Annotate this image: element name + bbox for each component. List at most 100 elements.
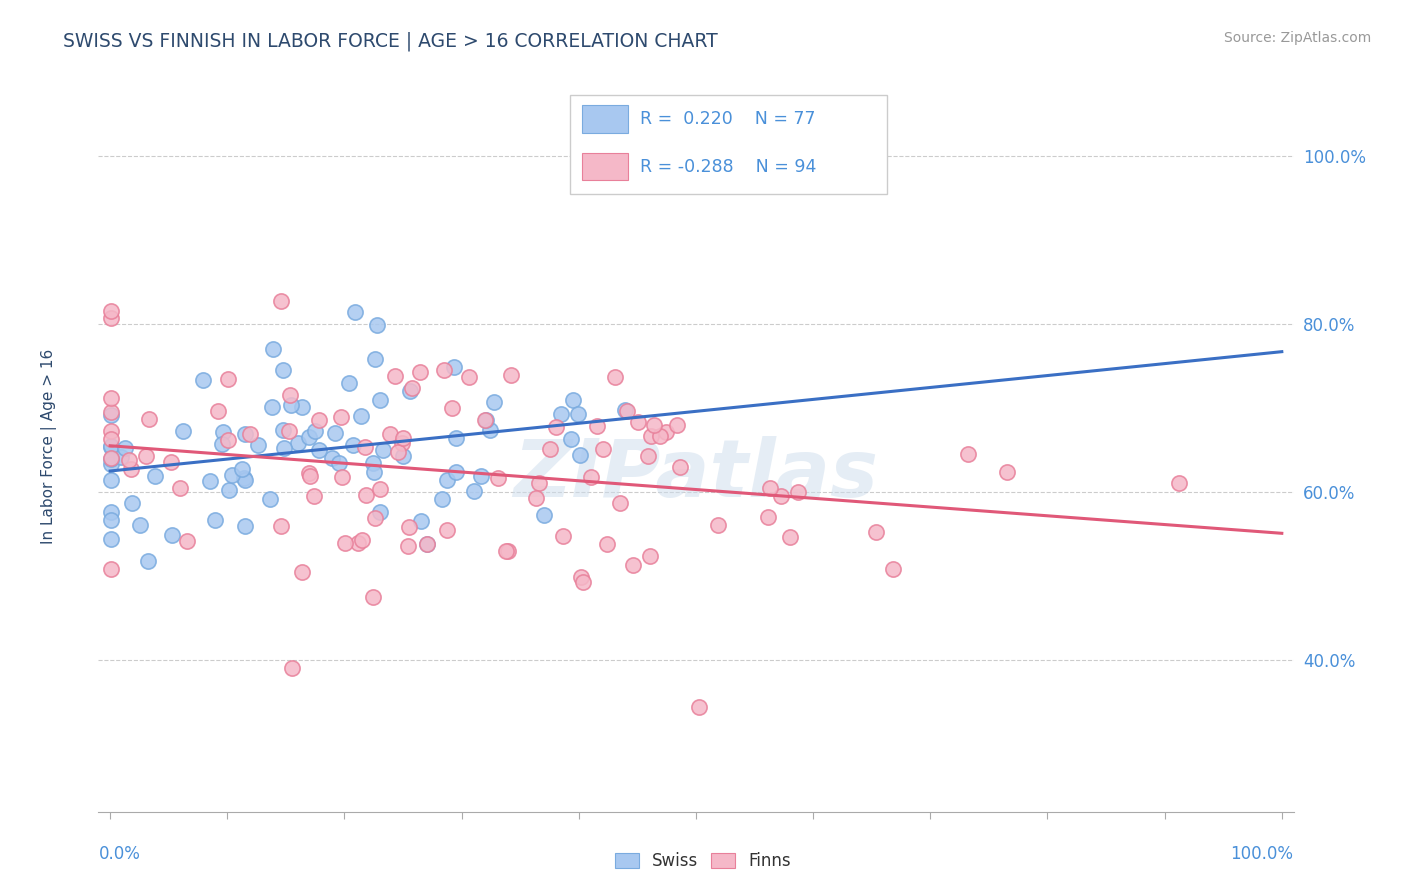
- Point: [347, 536, 370, 550]
- Point: [176, 533, 198, 548]
- Point: [707, 518, 730, 533]
- Point: [361, 456, 384, 470]
- Point: [392, 431, 415, 445]
- Text: SWISS VS FINNISH IN LABOR FORCE | AGE > 16 CORRELATION CHART: SWISS VS FINNISH IN LABOR FORCE | AGE > …: [63, 31, 718, 51]
- Point: [299, 469, 322, 483]
- Point: [440, 401, 463, 416]
- Point: [640, 429, 662, 443]
- Point: [470, 469, 492, 483]
- Point: [613, 403, 636, 417]
- Point: [337, 376, 360, 390]
- Point: [273, 442, 295, 456]
- Point: [643, 418, 665, 433]
- Point: [529, 476, 551, 491]
- Point: [278, 388, 301, 402]
- Point: [569, 448, 592, 462]
- Point: [371, 443, 394, 458]
- Point: [474, 413, 496, 427]
- Point: [364, 352, 387, 367]
- Point: [110, 450, 132, 465]
- Point: [384, 368, 406, 383]
- Point: [444, 466, 467, 480]
- Point: [688, 700, 710, 714]
- Point: [416, 537, 439, 551]
- Point: [246, 438, 269, 452]
- Point: [496, 544, 519, 558]
- Point: [882, 562, 904, 576]
- Point: [100, 513, 122, 527]
- Point: [415, 537, 437, 551]
- Point: [354, 440, 377, 454]
- Point: [756, 510, 779, 524]
- Point: [233, 427, 256, 442]
- Point: [430, 492, 453, 507]
- Text: 0.0%: 0.0%: [98, 845, 141, 863]
- Text: R =  0.220    N = 77: R = 0.220 N = 77: [640, 110, 815, 128]
- Point: [378, 426, 401, 441]
- Point: [298, 466, 321, 480]
- Point: [128, 517, 150, 532]
- Point: [544, 420, 567, 434]
- Point: [270, 519, 292, 533]
- Point: [118, 452, 141, 467]
- Text: Source: ZipAtlas.com: Source: ZipAtlas.com: [1223, 31, 1371, 45]
- Point: [344, 305, 367, 319]
- Point: [463, 484, 485, 499]
- Point: [114, 442, 136, 456]
- Point: [100, 505, 122, 519]
- Point: [198, 474, 221, 488]
- Point: [474, 413, 496, 427]
- Point: [616, 404, 638, 418]
- Point: [100, 439, 122, 453]
- Point: [138, 412, 160, 426]
- Point: [270, 293, 292, 308]
- Point: [211, 425, 233, 439]
- Point: [366, 318, 388, 332]
- Point: [560, 433, 582, 447]
- Point: [387, 445, 409, 459]
- Point: [281, 661, 304, 675]
- Point: [100, 391, 122, 405]
- Point: [779, 530, 801, 544]
- Point: [352, 533, 374, 547]
- Point: [100, 440, 122, 454]
- Point: [231, 462, 253, 476]
- Point: [291, 566, 314, 580]
- Point: [100, 408, 122, 422]
- Point: [399, 384, 422, 398]
- Point: [391, 436, 413, 450]
- Point: [398, 520, 420, 534]
- Point: [271, 363, 294, 377]
- Point: [627, 415, 650, 429]
- Point: [262, 342, 284, 356]
- Point: [100, 562, 122, 576]
- Point: [100, 457, 122, 471]
- Point: [562, 392, 585, 407]
- Point: [665, 417, 688, 432]
- Point: [592, 442, 614, 456]
- Point: [204, 513, 226, 527]
- Point: [260, 401, 283, 415]
- Point: [100, 432, 122, 446]
- Text: ZIPatlas: ZIPatlas: [513, 436, 879, 515]
- Point: [100, 532, 122, 546]
- Point: [571, 575, 593, 590]
- Point: [637, 449, 659, 463]
- Point: [100, 304, 122, 318]
- Point: [233, 471, 256, 485]
- Point: [787, 485, 810, 500]
- Point: [1168, 475, 1191, 490]
- Point: [669, 459, 692, 474]
- Point: [655, 425, 678, 440]
- Point: [538, 442, 561, 457]
- Point: [221, 467, 243, 482]
- Point: [495, 544, 517, 558]
- Point: [769, 489, 792, 503]
- Point: [291, 401, 314, 415]
- Point: [391, 449, 413, 463]
- Point: [603, 370, 626, 384]
- Point: [323, 425, 346, 440]
- Point: [579, 470, 602, 484]
- Point: [287, 435, 309, 450]
- Point: [361, 590, 384, 604]
